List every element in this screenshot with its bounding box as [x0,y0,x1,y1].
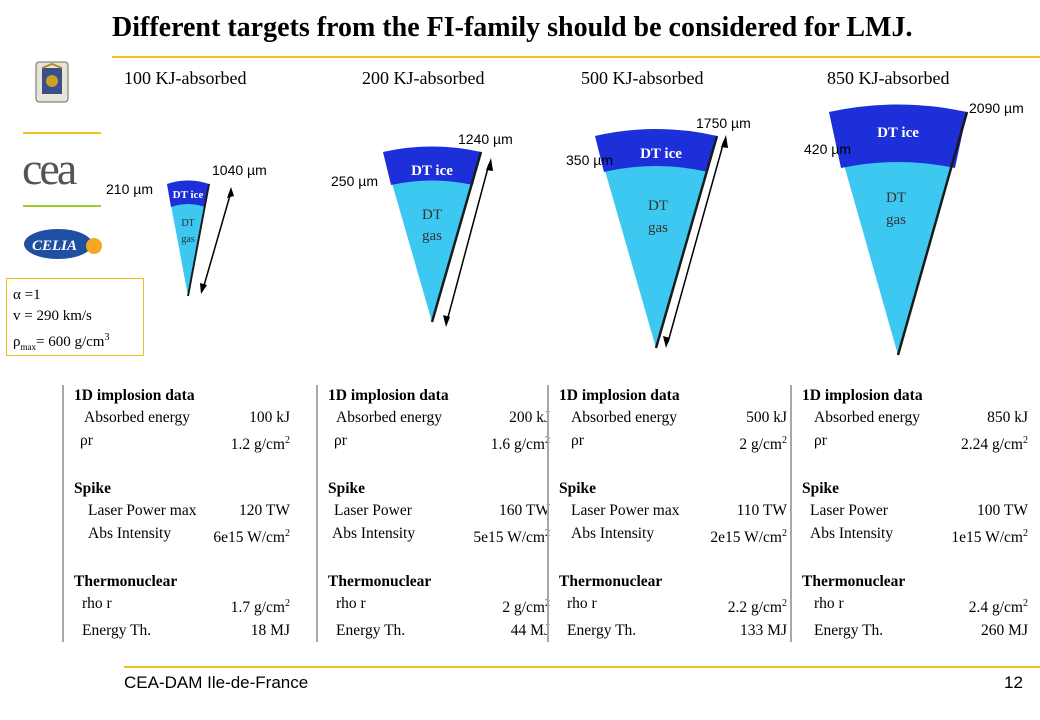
velocity-parameter: v = 290 km/s [13,308,92,324]
implosion-data-panel-100kj: 1D implosion data Absorbed energy 100 kJ … [62,385,290,643]
spike-heading: Spike [559,480,597,498]
cea-logo: cea [22,146,80,190]
alpha-parameter: α =1 [13,287,41,303]
implosion-data-panel-850kj: 1D implosion data Absorbed energy 850 kJ … [790,385,1028,643]
thermonuclear-heading: Thermonuclear [802,573,906,591]
outer-radius-500kj: 1750 µm [696,115,751,131]
outer-radius-100kj: 1040 µm [212,162,267,178]
parameters-box: α =1 v = 290 km/s ρmax= 600 g/cm3 [6,278,144,356]
inner-radius-850kj: 420 µm [804,141,851,157]
spike-heading: Spike [802,480,840,498]
implosion-data-panel-200kj: 1D implosion data Absorbed energy 200 kJ … [316,385,550,643]
target-diagrams: DT ice DT gas DT ice DT gas DT ice DT ga… [167,104,969,356]
footer-text: CEA-DAM Ile-de-France [124,673,309,692]
svg-text:DT: DT [648,198,668,214]
university-crest-logo [35,61,69,103]
slide-title: Different targets from the FI-family sho… [112,12,913,43]
svg-text:DT ice: DT ice [877,125,919,141]
sidebar-divider [23,205,101,207]
title-divider [112,56,1040,58]
svg-text:DT ice: DT ice [640,146,682,162]
target-100kj: DT ice DT gas [167,180,234,297]
energy-label-100: 100 KJ-absorbed [124,68,247,88]
spike-heading: Spike [74,480,112,498]
celia-logo-text: CELIA [32,238,77,254]
thermonuclear-heading: Thermonuclear [328,573,432,591]
svg-text:DT: DT [422,207,442,223]
thermonuclear-heading: Thermonuclear [559,573,663,591]
panel-header: 1D implosion data [802,387,923,404]
svg-text:gas: gas [886,212,906,228]
panel-header: 1D implosion data [74,387,195,404]
sidebar-divider [23,132,101,134]
inner-radius-100kj: 210 µm [106,181,153,197]
page-number: 12 [1004,673,1023,692]
panel-header: 1D implosion data [559,387,680,404]
svg-text:DT ice: DT ice [411,163,453,179]
spike-heading: Spike [328,480,366,498]
outer-radius-850kj: 2090 µm [969,100,1024,116]
svg-text:gas: gas [422,228,442,244]
target-500kj: DT ice DT gas [595,129,728,349]
svg-text:gas: gas [181,234,194,245]
outer-radius-200kj: 1240 µm [458,131,513,147]
energy-label-200: 200 KJ-absorbed [362,68,485,88]
implosion-data-panel-500kj: 1D implosion data Absorbed energy 500 kJ … [547,385,787,643]
panel-header: 1D implosion data [328,387,449,404]
energy-label-850: 850 KJ-absorbed [827,68,950,88]
svg-text:gas: gas [648,220,668,236]
svg-text:DT: DT [181,218,194,229]
target-200kj: DT ice DT gas [383,146,493,327]
density-parameter: ρmax= 600 g/cm3 [13,332,110,352]
svg-text:DT ice: DT ice [173,189,204,201]
inner-radius-500kj: 350 µm [566,152,613,168]
inner-radius-200kj: 250 µm [331,173,378,189]
target-850kj: DT ice DT gas [829,104,969,356]
thermonuclear-heading: Thermonuclear [74,573,178,591]
energy-label-500: 500 KJ-absorbed [581,68,704,88]
svg-text:DT: DT [886,190,906,206]
svg-text:cea: cea [22,146,77,190]
footer-divider [124,666,1040,668]
celia-logo: CELIA [24,229,102,259]
